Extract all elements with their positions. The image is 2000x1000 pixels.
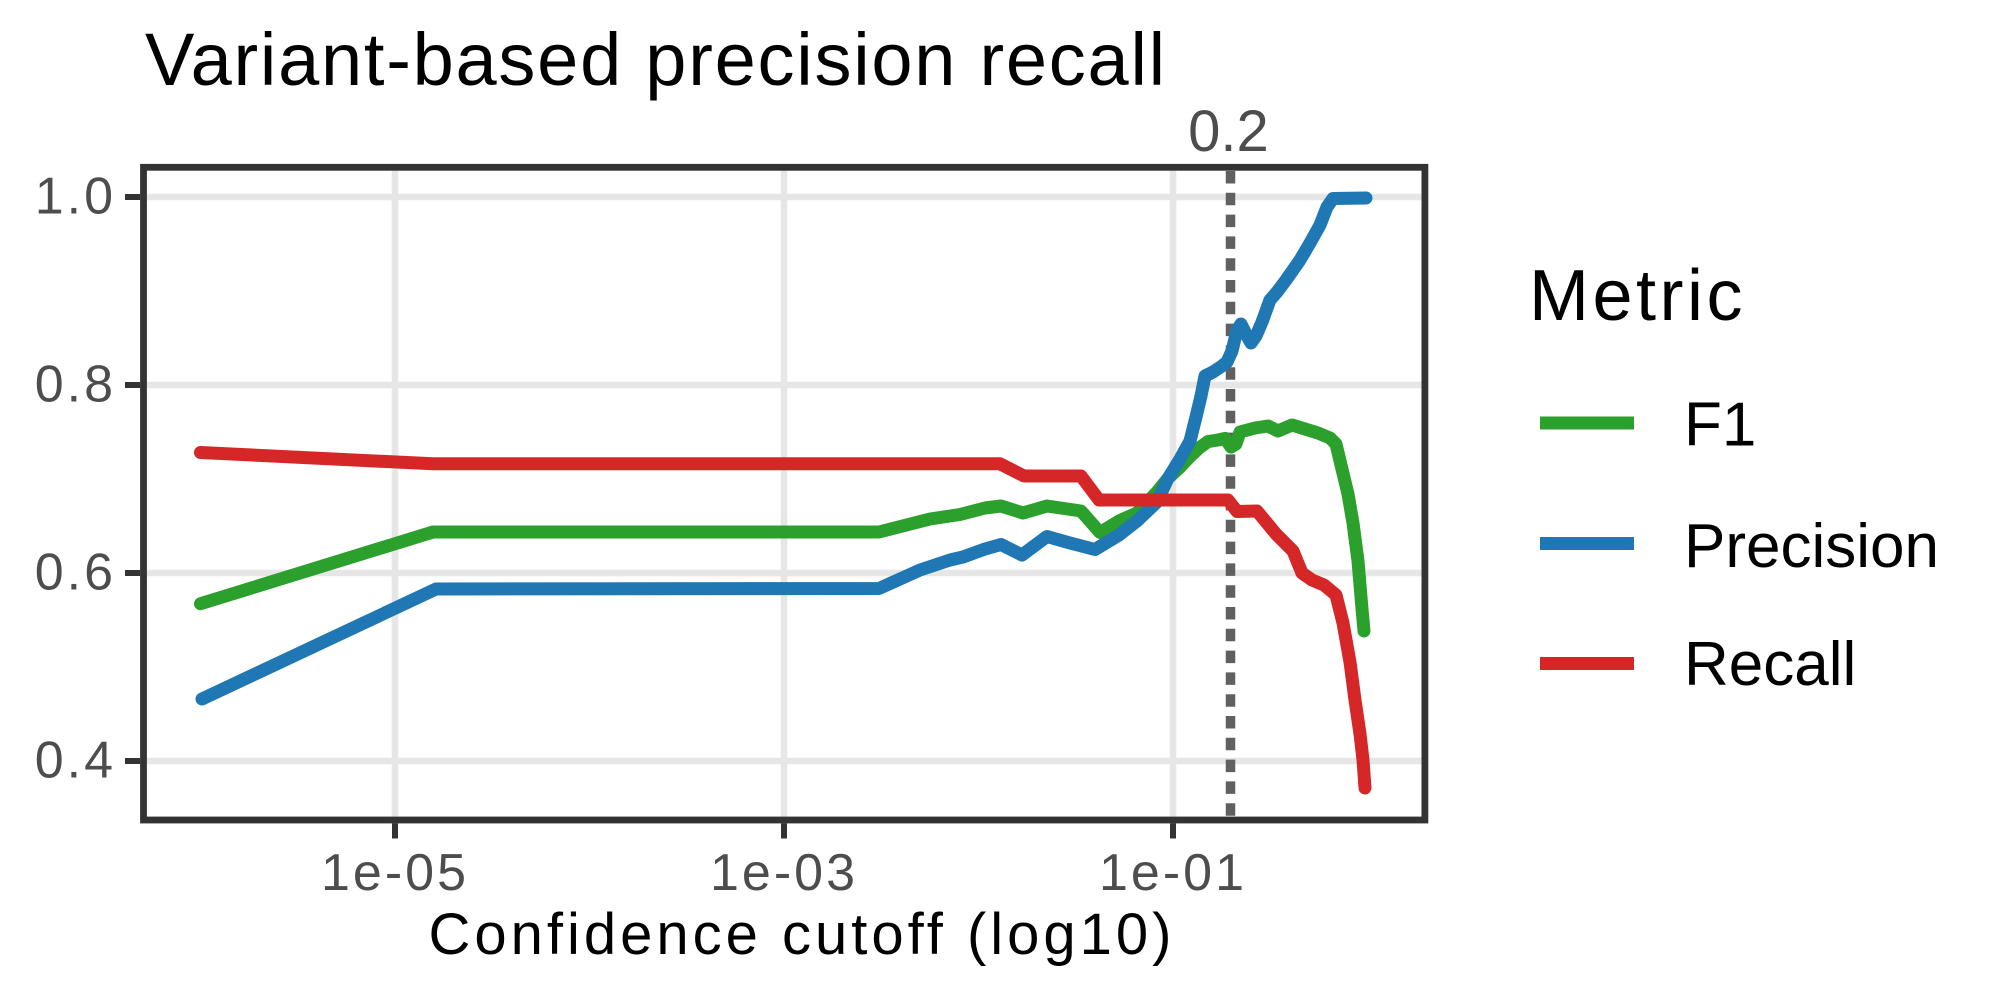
svg-text:Recall: Recall [1684,630,1856,699]
svg-text:1e-05: 1e-05 [321,844,469,902]
svg-text:0.4: 0.4 [35,732,116,790]
svg-text:Variant-based precision recall: Variant-based precision recall [145,18,1167,101]
svg-text:F1: F1 [1684,391,1756,460]
svg-text:0.6: 0.6 [35,544,116,602]
svg-text:Confidence cutoff (log10): Confidence cutoff (log10) [428,902,1175,967]
svg-text:Metric: Metric [1529,256,1746,336]
svg-text:0.8: 0.8 [35,356,116,414]
svg-text:1.0: 1.0 [35,168,116,226]
svg-text:Precision: Precision [1684,512,1939,581]
svg-text:1e-03: 1e-03 [710,844,858,902]
svg-text:1e-01: 1e-01 [1099,844,1247,902]
svg-text:0.2: 0.2 [1188,99,1269,164]
